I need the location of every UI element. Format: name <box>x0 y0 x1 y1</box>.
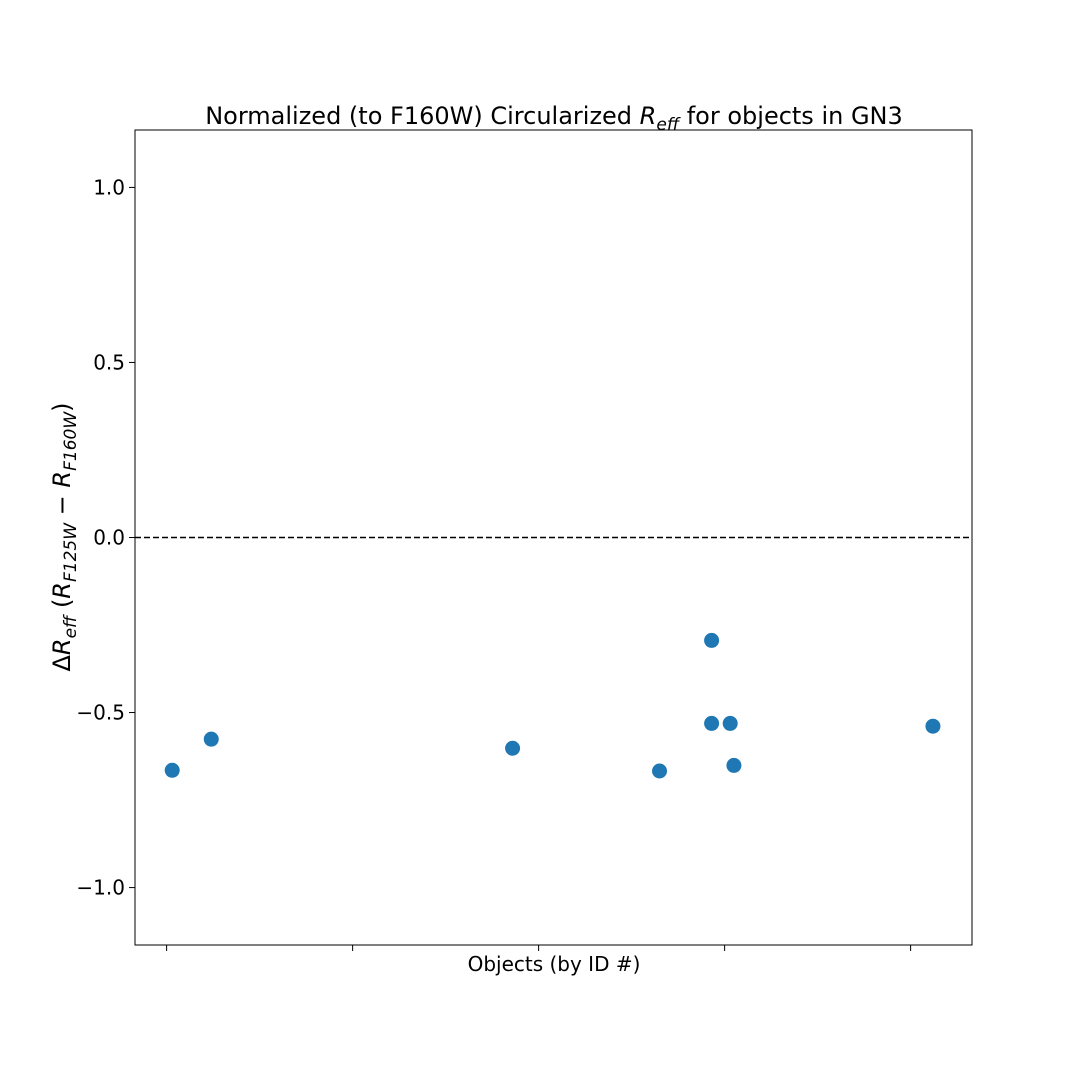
data-point <box>203 731 219 747</box>
y-tick-label: −0.5 <box>76 701 125 725</box>
y-tick-label: 1.0 <box>93 175 125 199</box>
data-point <box>652 763 668 779</box>
x-axis-label: Objects (by ID #) <box>468 952 641 976</box>
plot-frame <box>134 129 973 946</box>
x-axis-label-group: Objects (by ID #) <box>468 952 641 976</box>
data-point <box>726 757 742 773</box>
data-point <box>505 740 521 756</box>
y-tick-label: 0.5 <box>93 350 125 374</box>
plot-area: 1.0 0.5 0.0 −0.5 −1.0 <box>76 129 973 951</box>
data-point <box>704 632 720 648</box>
y-axis-label: ΔReff (RF125W − RF160W) <box>48 402 81 671</box>
chart-title: Normalized (to F160W) Circularized Reff … <box>205 102 903 135</box>
title: Normalized (to F160W) Circularized Reff … <box>205 102 903 135</box>
data-point <box>704 715 720 731</box>
data-point <box>925 718 941 734</box>
y-tick-label: 0.0 <box>93 526 125 550</box>
y-axis-label-group: ΔReff (RF125W − RF160W) <box>48 402 81 671</box>
data-point <box>164 762 180 778</box>
y-tick-label: −1.0 <box>76 876 125 900</box>
data-point <box>722 715 738 731</box>
